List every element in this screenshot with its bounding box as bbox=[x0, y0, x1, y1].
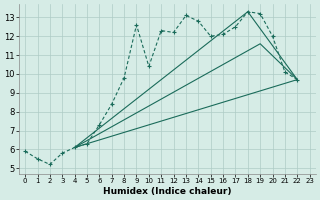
X-axis label: Humidex (Indice chaleur): Humidex (Indice chaleur) bbox=[103, 187, 232, 196]
